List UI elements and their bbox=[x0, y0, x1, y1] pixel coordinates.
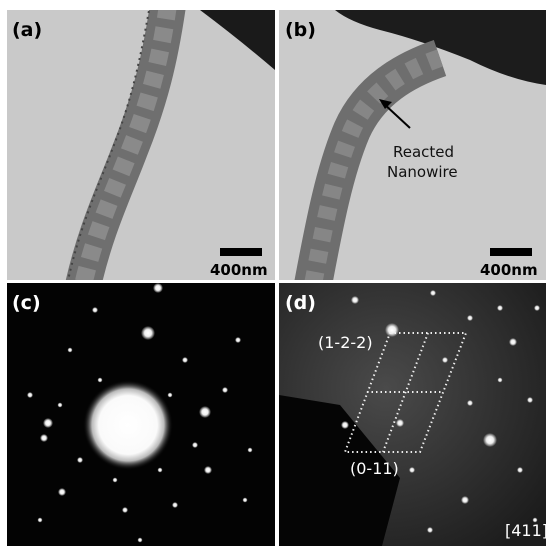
diffraction-spot bbox=[527, 397, 533, 403]
diffraction-spot bbox=[153, 283, 163, 293]
diffraction-spot bbox=[92, 307, 98, 313]
diffraction-spot bbox=[248, 448, 253, 453]
panel-label: (d) bbox=[285, 292, 316, 314]
diffraction-spot bbox=[58, 403, 63, 408]
figure: (a) 400nm (b) Reacted Nanowire 400nm (c)… bbox=[0, 0, 546, 546]
diffraction-spot bbox=[43, 418, 53, 428]
diffraction-spot bbox=[158, 468, 163, 473]
diffraction-spot bbox=[222, 387, 228, 393]
diffraction-spot bbox=[461, 496, 469, 504]
scale-bar-label: 400nm bbox=[480, 261, 538, 279]
panel-label: (a) bbox=[12, 19, 42, 41]
diffraction-spot bbox=[141, 326, 155, 340]
diffraction-spot bbox=[138, 538, 143, 543]
diffraction-spot bbox=[534, 305, 540, 311]
panel-label: (b) bbox=[285, 19, 316, 41]
diffraction-spot bbox=[467, 315, 473, 321]
diffraction-spot bbox=[467, 400, 473, 406]
annotation: Reacted bbox=[393, 143, 454, 161]
diffraction-spot bbox=[113, 478, 118, 483]
diffraction-spot bbox=[235, 337, 241, 343]
plane-label: (1-2-2) bbox=[318, 333, 373, 352]
diffraction-spot bbox=[385, 323, 399, 337]
zone-axis: [411] bbox=[505, 521, 546, 540]
diffraction-spot bbox=[351, 296, 359, 304]
diffraction-spot bbox=[168, 393, 173, 398]
annotation: Nanowire bbox=[387, 163, 458, 181]
diffraction-spot bbox=[68, 348, 73, 353]
diffraction-spot bbox=[204, 466, 212, 474]
diffraction-spot bbox=[442, 357, 448, 363]
diffraction-spot bbox=[427, 527, 433, 533]
plane-label: (0-11) bbox=[350, 459, 399, 478]
diffraction-spot bbox=[172, 502, 178, 508]
diffraction-spot bbox=[430, 290, 436, 296]
page: {"panels": [ {"label": "(a)", "scale_bar… bbox=[0, 0, 546, 546]
diffraction-spot bbox=[182, 357, 188, 363]
diffraction-spot bbox=[58, 488, 66, 496]
diffraction-spot bbox=[509, 338, 517, 346]
panel-label: (c) bbox=[12, 292, 41, 314]
diffraction-spot bbox=[243, 498, 248, 503]
diffraction-spot bbox=[122, 507, 128, 513]
diffraction-spot bbox=[517, 467, 523, 473]
diffraction-spot bbox=[77, 457, 83, 463]
diffraction-spot bbox=[40, 434, 48, 442]
panel-c bbox=[7, 283, 275, 546]
diffraction-spot bbox=[27, 392, 33, 398]
scale-bar-label: 400nm bbox=[210, 261, 268, 279]
diffraction-spot bbox=[497, 305, 503, 311]
diffraction-spot bbox=[498, 378, 503, 383]
diffraction-spot bbox=[192, 442, 198, 448]
diffraction-spot bbox=[409, 467, 415, 473]
diffraction-spot bbox=[396, 419, 404, 427]
diffraction-spot bbox=[199, 406, 211, 418]
diffraction-spot bbox=[38, 518, 43, 523]
panel-d bbox=[279, 283, 546, 546]
panel-a bbox=[7, 5, 275, 290]
diffraction-spot bbox=[98, 378, 103, 383]
diffraction-spot bbox=[341, 421, 349, 429]
diffraction-spot bbox=[483, 433, 497, 447]
